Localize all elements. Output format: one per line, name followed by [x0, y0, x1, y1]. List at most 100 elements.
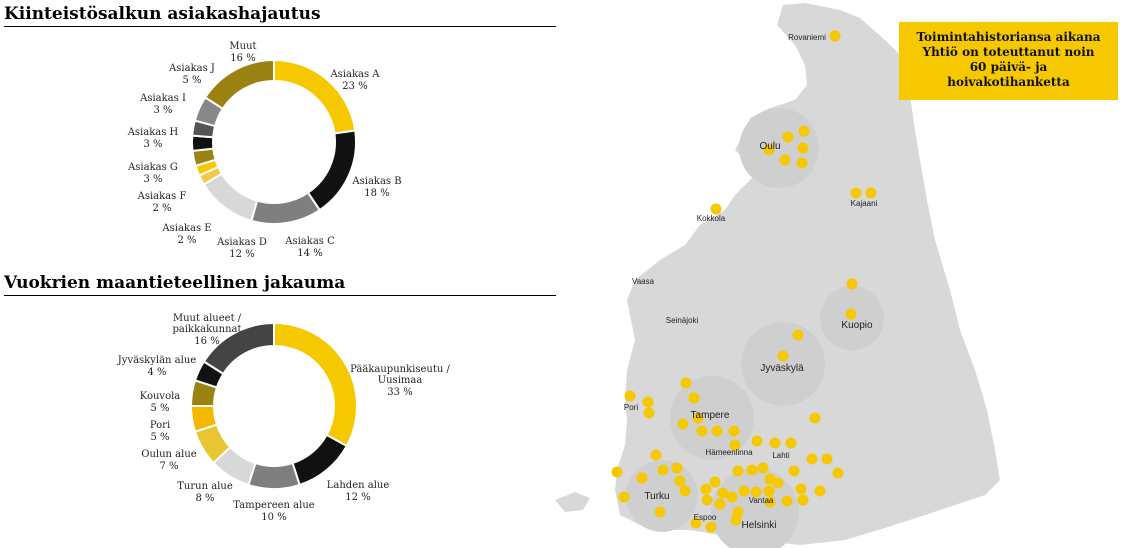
customer-label-muut: Muut 16 % [229, 41, 256, 64]
map-label-rovaniemi: Rovaniemi [788, 33, 826, 42]
project-location-dot [732, 506, 744, 518]
customer-slice-asiakas-b [306, 129, 357, 212]
project-location-dot [785, 437, 797, 449]
project-location-dot [726, 491, 738, 503]
rent-value-kouvola: 5 % [150, 403, 169, 414]
map-label-turku: Turku [644, 491, 669, 502]
project-location-dot [674, 475, 686, 487]
project-location-dot [795, 483, 807, 495]
customer-value-asiakas-a: 23 % [342, 81, 367, 92]
rent-slice-paakaupunkiseutu-uusimaa [273, 321, 358, 448]
customer-label-asiakas-a: Asiakas A 23 % [329, 69, 380, 92]
project-location-dot [769, 437, 781, 449]
customer-value-asiakas-h: 3 % [143, 139, 162, 150]
customer-value-asiakas-d: 12 % [229, 249, 254, 260]
finland-map: Rovaniemi Oulu Kajaani Kokkola Vaasa Seinäjok… [555, 3, 1000, 548]
project-location-dot [642, 396, 654, 408]
map-label-lahti: Lahti [772, 451, 790, 460]
map-label-kajaani: Kajaani [851, 199, 878, 208]
rent-slice-muut-alueet-paikkakunnat [202, 321, 275, 376]
rent-value-muut-alueet-paikkakunnat: 16 % [194, 336, 219, 347]
project-location-dot [696, 425, 708, 437]
rent-donut-chart: Pääkaupunkiseutu / Uusimaa 33 % Lahden alue… [117, 313, 451, 523]
project-location-dot [798, 125, 810, 137]
project-location-dot [636, 472, 648, 484]
project-location-dot [677, 418, 689, 430]
project-location-dot [709, 476, 721, 488]
project-location-dot [611, 466, 623, 478]
callout-line-3: 60 päivä- ja [969, 60, 1048, 74]
customer-slice-muut [203, 58, 275, 111]
customer-slice-asiakas-c [250, 191, 322, 225]
rent-label-jyvaskylan-alue: Jyväskylän alue 4 % [117, 355, 196, 378]
customer-value-asiakas-g: 3 % [143, 174, 162, 185]
map-label-kokkola: Kokkola [697, 214, 726, 223]
customer-value-muut: 16 % [230, 53, 255, 64]
project-location-dot [729, 439, 741, 451]
callout-line-4: hoivakotihanketta [947, 75, 1070, 89]
project-location-dot [751, 435, 763, 447]
project-location-dot [705, 521, 717, 533]
project-location-dot [717, 487, 729, 499]
map-label-kuopio: Kuopio [841, 320, 873, 331]
callout-line-2: Yhtiö on toteuttanut noin [922, 45, 1095, 59]
project-location-dot [846, 278, 858, 290]
project-location-dot [657, 464, 669, 476]
map-label-espoo: Espoo [694, 513, 717, 522]
project-location-dot [832, 467, 844, 479]
customer-label-asiakas-b: Asiakas B 18 % [351, 176, 401, 199]
project-location-dot [829, 30, 841, 42]
project-location-dot [764, 496, 776, 508]
project-location-dot [757, 462, 769, 474]
customer-value-asiakas-c: 14 % [297, 248, 322, 259]
project-location-dot [732, 465, 744, 477]
customer-label-asiakas-d: Asiakas D 12 % [216, 237, 267, 260]
project-location-dot [772, 477, 784, 489]
rent-label-pori: Pori 5 % [150, 420, 170, 443]
project-location-dot [650, 449, 662, 461]
project-location-dot [763, 144, 775, 156]
customer-value-asiakas-e: 2 % [177, 235, 196, 246]
project-location-dot [746, 464, 758, 476]
project-location-dot [796, 157, 808, 169]
project-location-dot [728, 425, 740, 437]
project-location-dot [654, 506, 666, 518]
rent-label-lahden-alue: Lahden alue 12 % [327, 480, 390, 503]
project-location-dot [690, 517, 702, 529]
customer-donut-chart: Asiakas A 23 % Asiakas B 18 % Asiakas C 14 % A… [127, 41, 402, 260]
project-location-dot [618, 491, 630, 503]
project-location-dot [782, 131, 794, 143]
map-label-tampere: Tampere [691, 410, 730, 421]
map-label-hameenlinna: Hämeenlinna [705, 448, 753, 457]
rent-label-turun-alue: Turun alue 8 % [177, 481, 233, 504]
project-location-dot [792, 329, 804, 341]
rent-value-turun-alue: 8 % [195, 493, 214, 504]
project-location-dot [797, 142, 809, 154]
rent-value-oulun-alue: 7 % [159, 461, 178, 472]
rent-label-paakaupunkiseutu-uusimaa: Pääkaupunkiseutu / Uusimaa 33 % [350, 364, 450, 398]
project-location-dot [643, 407, 655, 419]
project-location-dot [680, 377, 692, 389]
project-location-dot [624, 390, 636, 402]
project-location-dot [821, 453, 833, 465]
project-location-dot [710, 203, 722, 215]
project-location-dot [671, 462, 683, 474]
project-location-dot [814, 485, 826, 497]
map-label-seinajoki: Seinäjoki [666, 316, 699, 325]
rent-value-paakaupunkiseutu-uusimaa: 33 % [387, 387, 412, 398]
project-location-dot [692, 412, 704, 424]
project-location-dot [845, 308, 857, 320]
project-location-dot [714, 498, 726, 510]
callout-line-1: Toimintahistoriansa aikana [916, 30, 1101, 44]
rent-value-jyvaskylan-alue: 4 % [147, 367, 166, 378]
map-label-jyvaskyla: Jyväskylä [760, 363, 804, 374]
rent-label-tampereen-alue: Tampereen alue 10 % [233, 500, 314, 523]
customer-distribution-title: Kiinteistösalkun asiakashajautus [4, 3, 556, 27]
project-location-dot [779, 154, 791, 166]
